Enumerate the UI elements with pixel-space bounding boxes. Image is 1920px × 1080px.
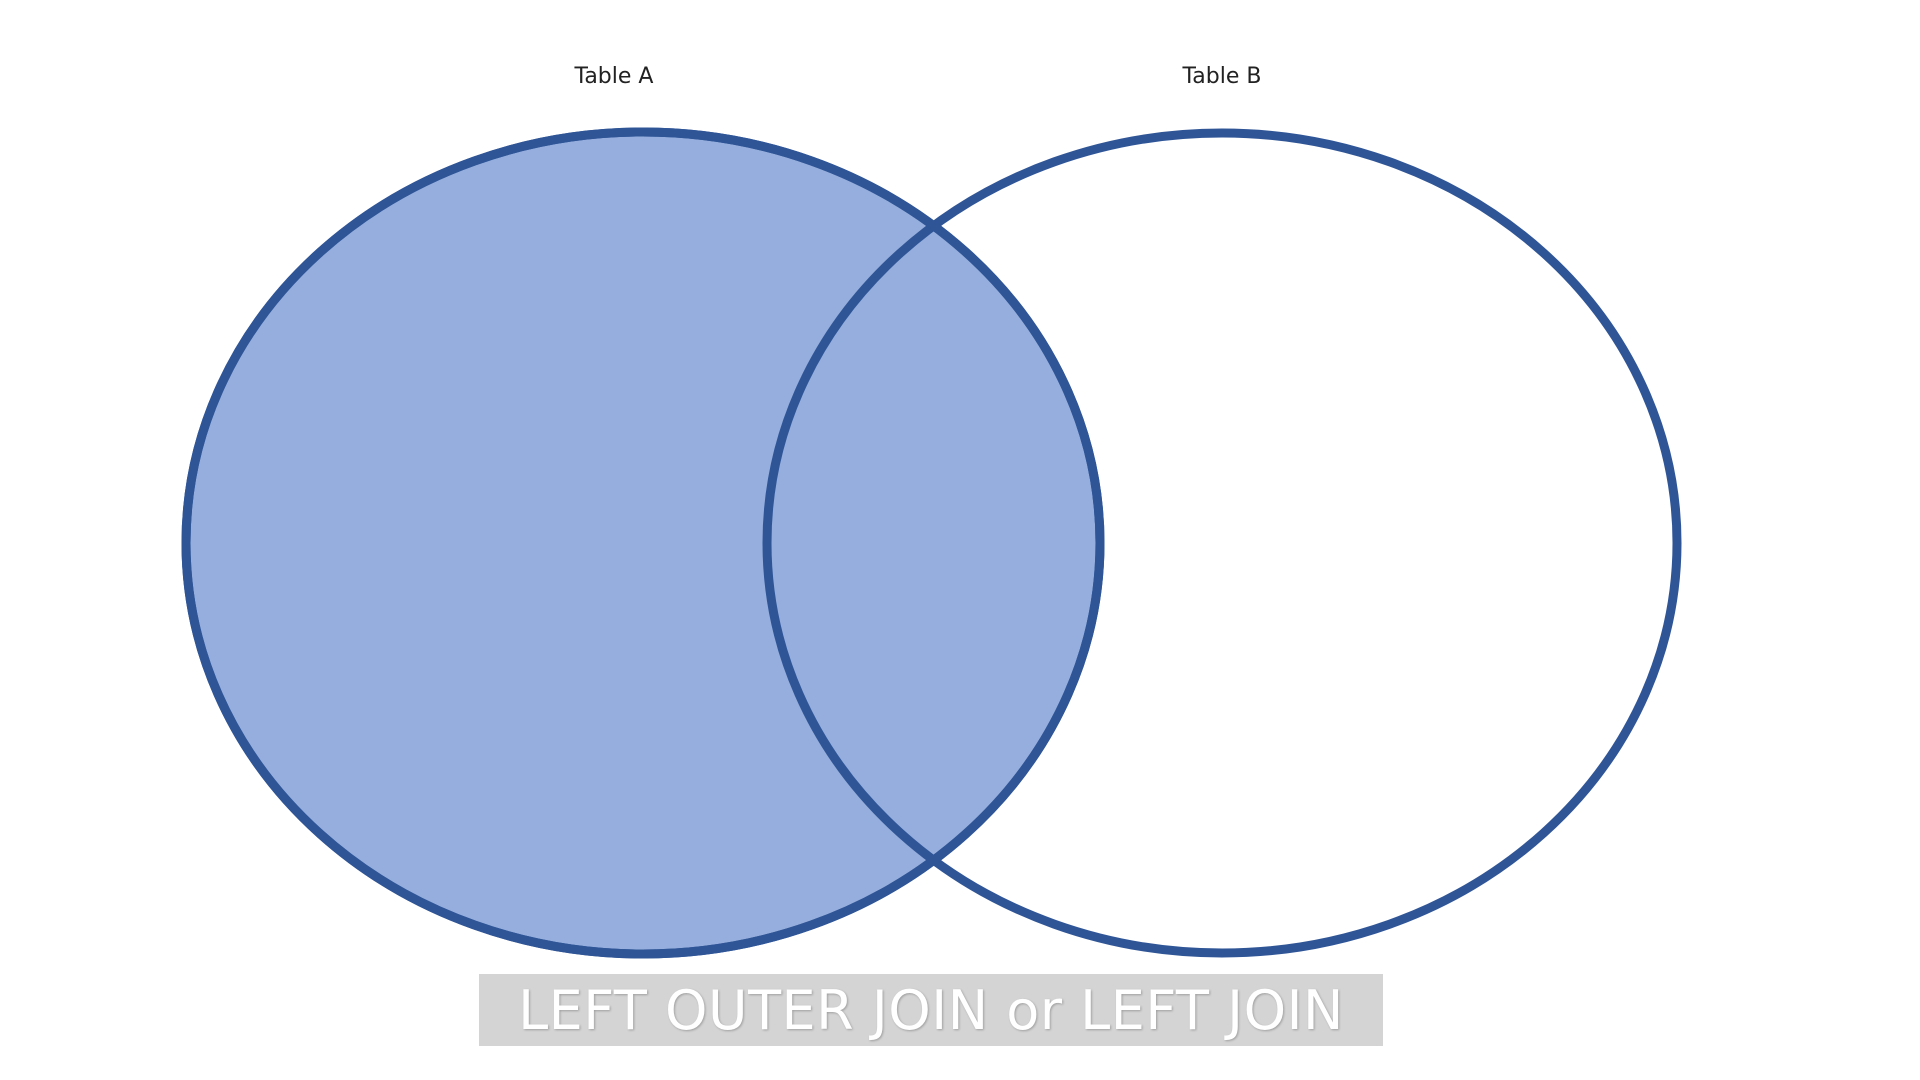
table-b-circle <box>762 128 1682 958</box>
join-caption: LEFT OUTER JOIN or LEFT JOIN <box>479 974 1383 1046</box>
table-b-label: Table B <box>1182 64 1262 89</box>
table-a-outline <box>181 127 1105 959</box>
join-caption-text: LEFT OUTER JOIN or LEFT JOIN <box>518 978 1344 1042</box>
table-a-label: Table A <box>574 64 654 89</box>
